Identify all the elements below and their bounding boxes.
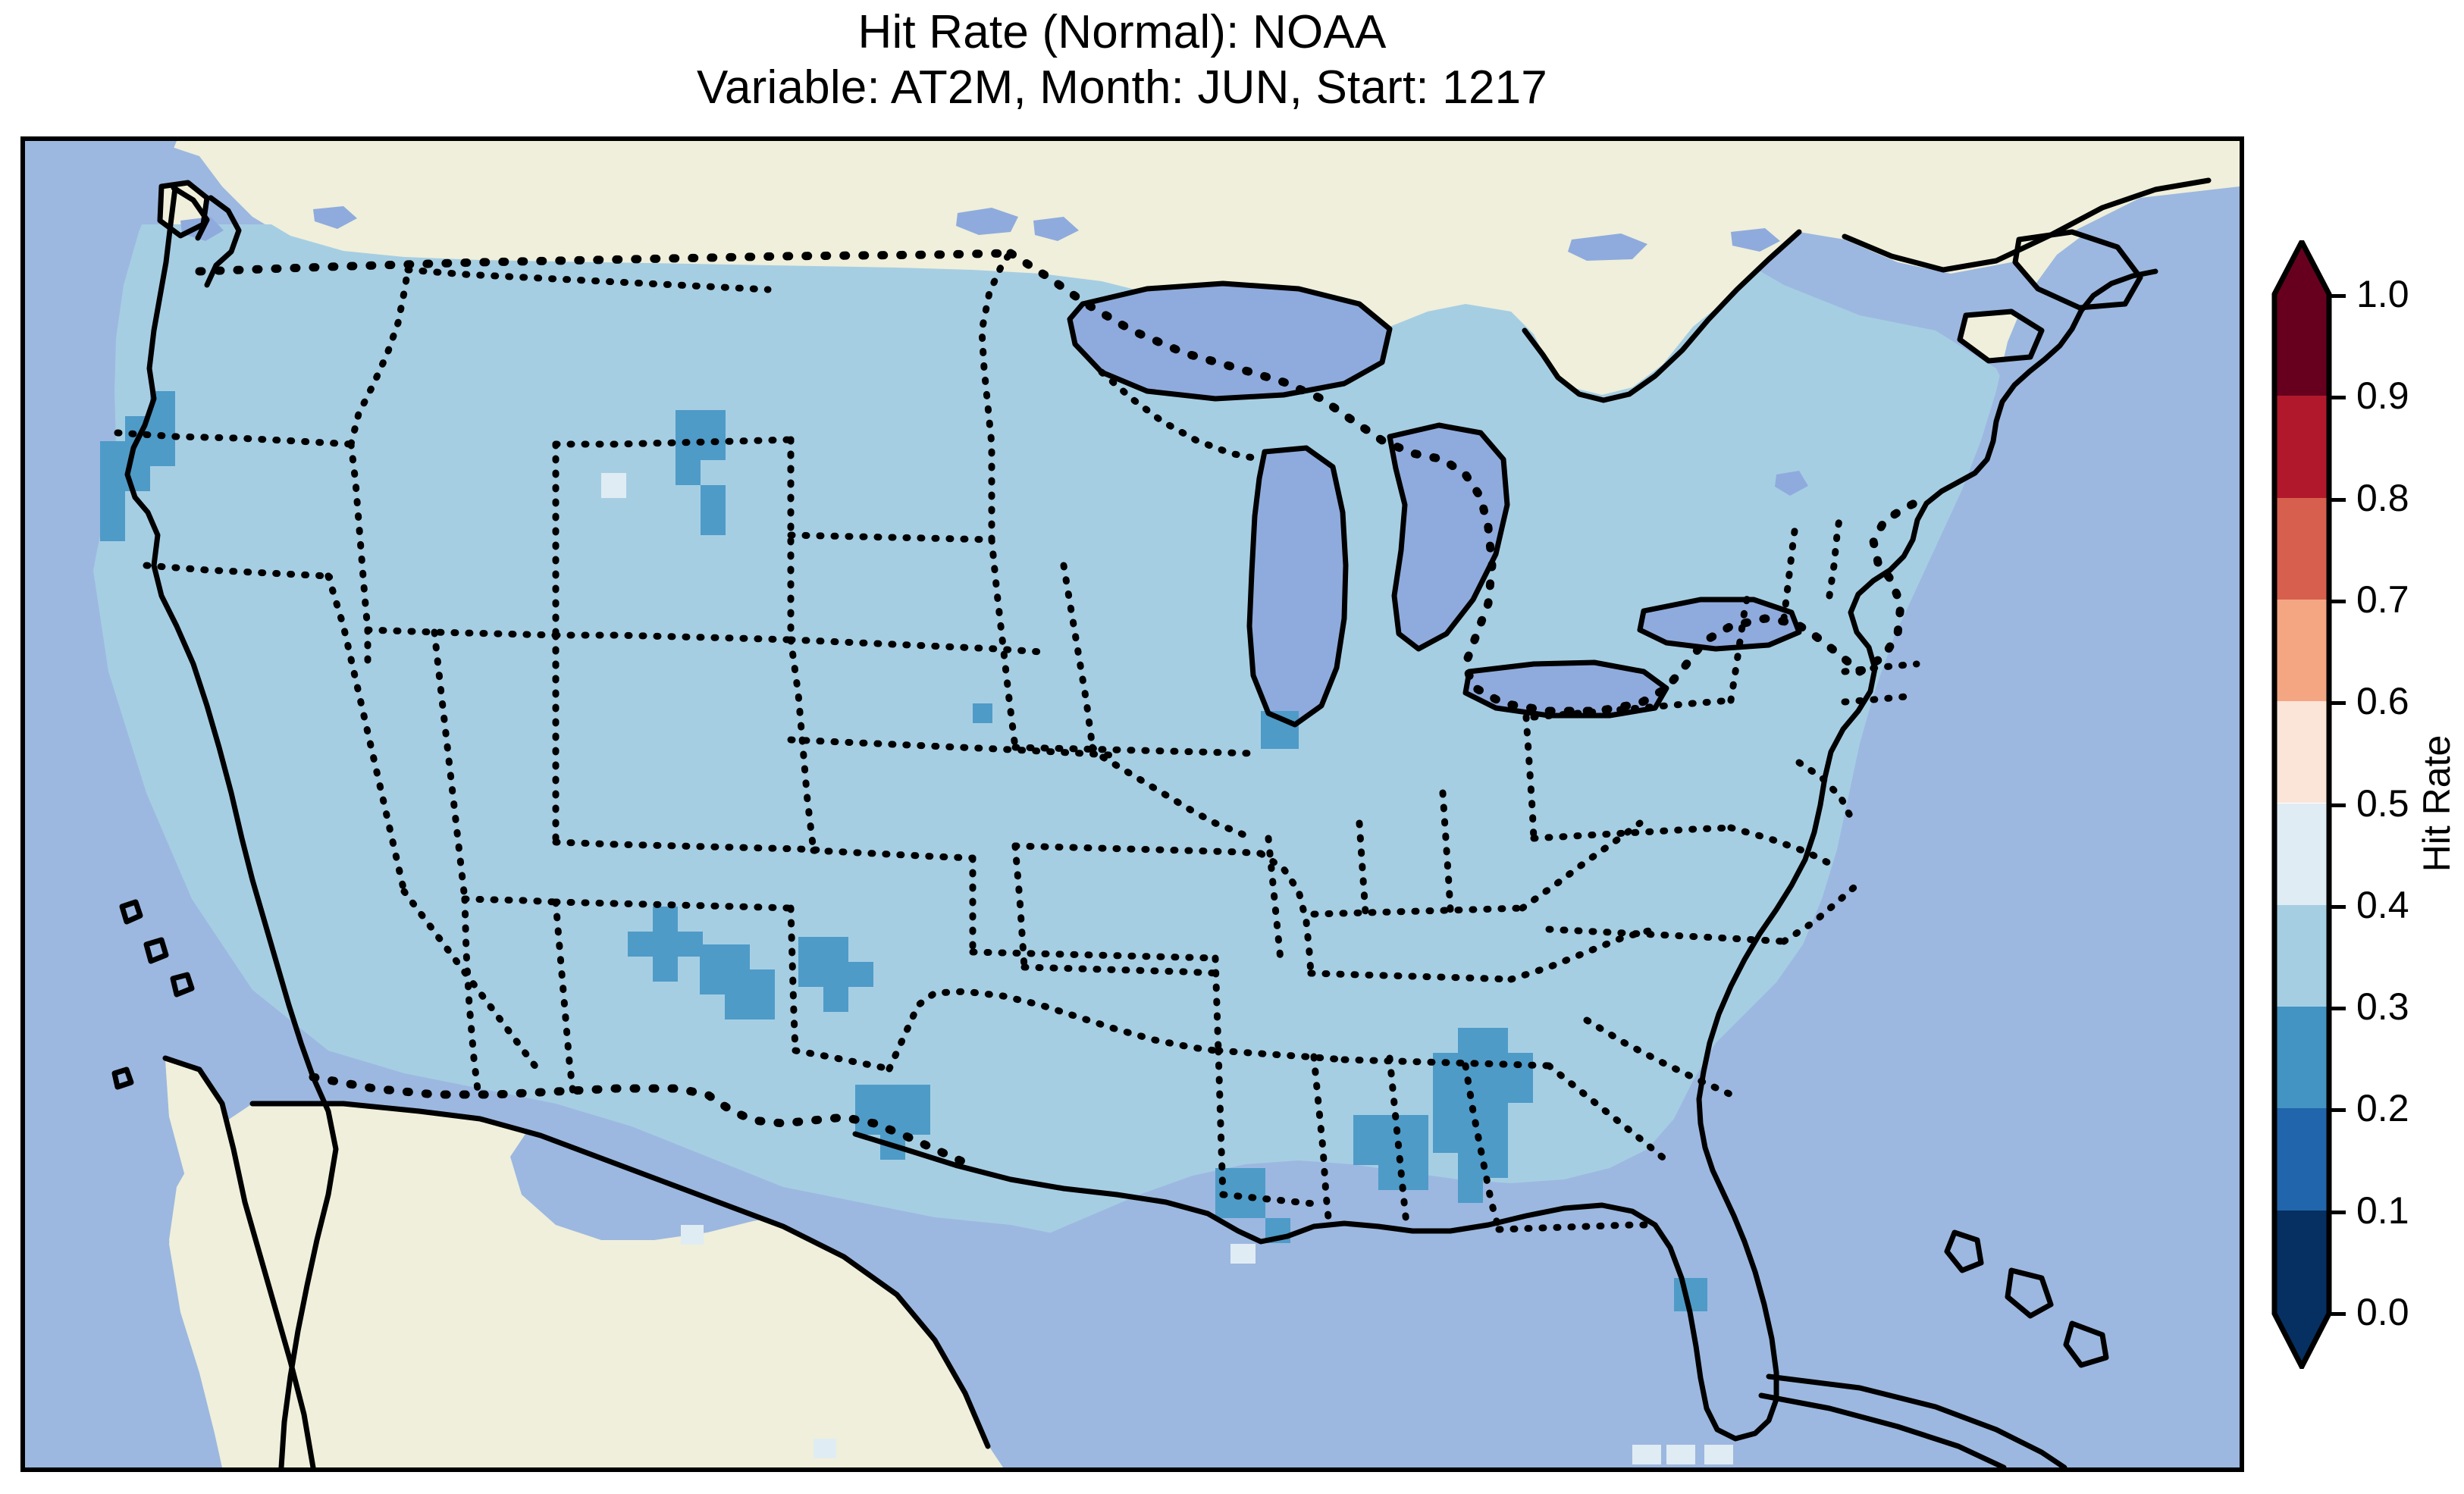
ocean-mask-overlay	[25, 141, 2240, 1467]
colorbar-axis-label: Hit Rate	[2415, 734, 2458, 872]
colorbar-ticklabel-3: 0.3	[2356, 985, 2409, 1029]
colorbar-tick-6	[2329, 701, 2346, 706]
colorbar-tick-1	[2329, 1210, 2346, 1214]
colorbar-tick-8	[2329, 497, 2346, 502]
colorbar-band-9	[2274, 294, 2329, 396]
colorbar-ticklabel-4: 0.4	[2356, 883, 2409, 926]
colorbar[interactable]: 0.0 0.1 0.2 0.3 0.4 0.5 0.6 0.7 0.8 0.9 …	[2271, 240, 2409, 1369]
colorbar-tick-7	[2329, 599, 2346, 603]
colorbar-ticklabel-6: 0.6	[2356, 680, 2409, 723]
map-axes[interactable]	[20, 136, 2244, 1472]
colorbar-band-1	[2274, 1108, 2329, 1211]
colorbar-ticklabel-2: 0.2	[2356, 1087, 2409, 1130]
national-borders	[195, 249, 1925, 1167]
chart-title-block: Hit Rate (Normal): NOAA Variable: AT2M, …	[0, 5, 2244, 115]
state-borders	[114, 249, 1920, 1233]
colorbar-band-7	[2274, 497, 2329, 600]
colorbar-ticklabel-0: 0.0	[2356, 1291, 2409, 1333]
colorbar-band-2	[2274, 1007, 2329, 1109]
chart-subtitle-line-2: Variable: AT2M, Month: JUN, Start: 1217	[697, 61, 1547, 114]
colorbar-band-3	[2274, 904, 2329, 1007]
chart-title-line-1: Hit Rate (Normal): NOAA	[857, 6, 1387, 58]
colorbar-tick-2	[2329, 1108, 2346, 1113]
colorbar-ticklabel-10: 1.0	[2356, 273, 2409, 315]
colorbar-tick-10	[2329, 294, 2346, 298]
colorbar-ticklabel-7: 0.7	[2356, 578, 2409, 621]
colorbar-tick-3	[2329, 1007, 2346, 1011]
heat-cells-pale-blue	[601, 473, 1733, 1464]
colorbar-tick-0	[2329, 1312, 2346, 1316]
great-lakes	[180, 206, 1808, 725]
colorbar-tick-4	[2329, 904, 2346, 909]
colorbar-tick-5	[2329, 803, 2346, 807]
colorbar-over-arrow	[2274, 243, 2329, 294]
colorbar-band-5	[2274, 701, 2329, 803]
colorbar-ticklabel-9: 0.9	[2356, 374, 2409, 418]
colorbar-ticklabel-5: 0.5	[2356, 781, 2409, 825]
colorbar-band-0	[2274, 1210, 2329, 1312]
colorbar-band-6	[2274, 599, 2329, 702]
map-plot	[25, 141, 2240, 1467]
colorbar-ticklabel-1: 0.1	[2356, 1189, 2409, 1232]
colorbar-under-arrow	[2274, 1312, 2329, 1365]
colorbar-ticklabel-8: 0.8	[2356, 476, 2409, 519]
coastlines	[111, 177, 2212, 1467]
land-mask-overlay	[154, 141, 2240, 1467]
colorbar-band-4	[2274, 803, 2329, 905]
colorbar-band-8	[2274, 396, 2329, 498]
colorbar-tick-9	[2329, 396, 2346, 400]
